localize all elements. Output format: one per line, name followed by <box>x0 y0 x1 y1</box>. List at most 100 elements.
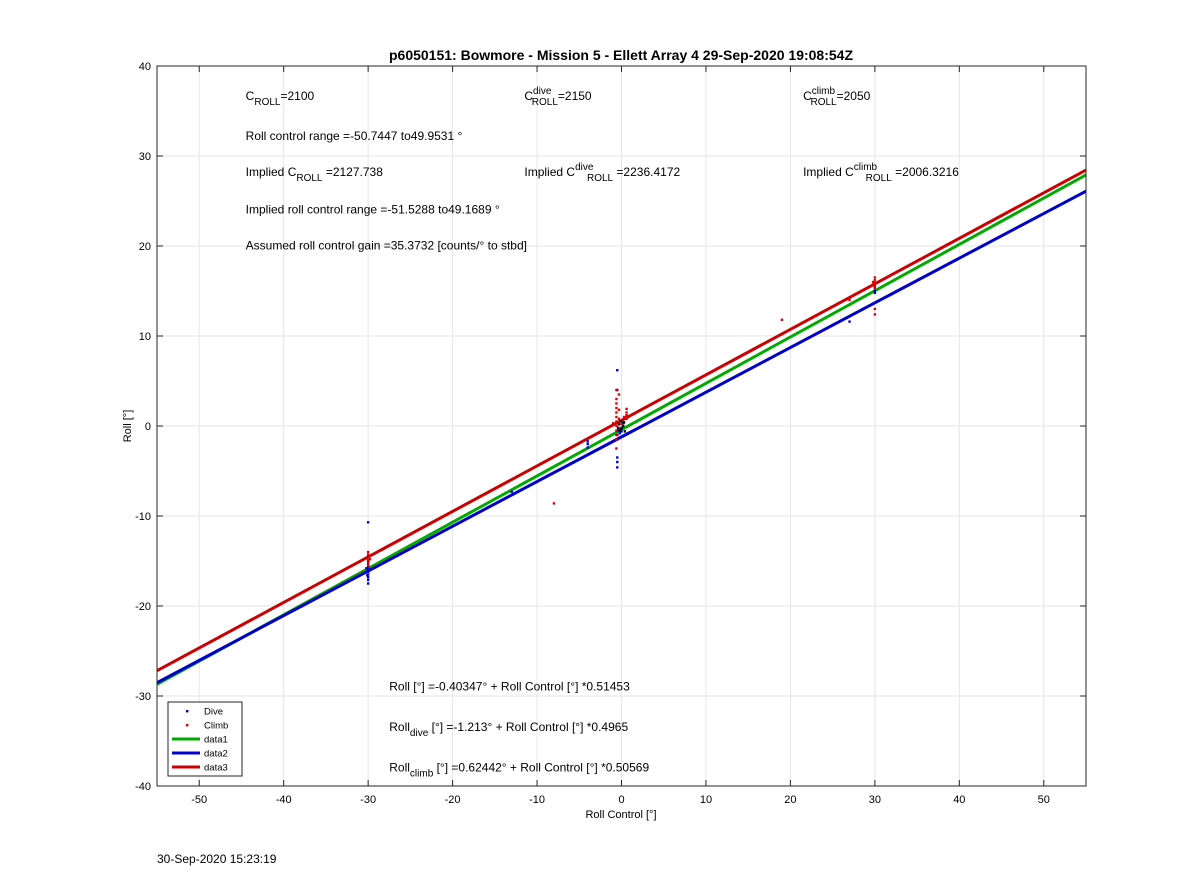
legend-marker <box>186 710 189 713</box>
point-dive <box>618 432 622 435</box>
point-center <box>617 423 621 426</box>
point-climb <box>625 417 628 420</box>
y-tick-label: 10 <box>139 331 151 343</box>
y-tick-label: 40 <box>139 61 151 73</box>
point-climb <box>615 402 618 405</box>
point-climb <box>873 279 877 282</box>
point-dive <box>365 567 368 570</box>
point-dive <box>366 521 370 524</box>
point-climb <box>366 564 370 567</box>
point-climb <box>552 502 556 505</box>
point-climb <box>615 429 618 432</box>
annotation-c-roll: CROLL=2100 <box>246 89 315 108</box>
annotation-implied-c-roll: Implied CROLL =2127.738 <box>246 165 384 184</box>
point-climb <box>366 550 370 554</box>
point-center <box>620 420 623 423</box>
data-points <box>365 276 877 585</box>
point-climb <box>873 284 877 287</box>
point-climb <box>873 276 877 279</box>
point-dive <box>586 442 589 446</box>
x-tick-label: -50 <box>191 794 207 806</box>
point-dive <box>586 440 589 443</box>
annotation-gain: Assumed roll control gain =35.3732 [coun… <box>246 239 527 253</box>
x-tick-label: -30 <box>360 794 376 806</box>
annotation-roll-control-range: Roll control range =-50.7447 to49.9531 ° <box>246 129 463 143</box>
point-climb <box>611 422 615 425</box>
point-climb <box>873 281 877 285</box>
point-dive <box>616 456 619 459</box>
y-tick-label: -20 <box>135 601 151 613</box>
annotation-c-roll-climb: Cclimb ROLL=2050 <box>803 86 871 108</box>
annotation-implied-range: Implied roll control range =-51.5288 to4… <box>246 203 500 217</box>
point-climb <box>615 438 618 441</box>
point-dive <box>366 582 370 585</box>
axis-ticks: -50 -40 -30 -20 -10 0 10 20 30 40 50 -40 -30 -20 -10 0 1… <box>135 61 1086 806</box>
point-climb <box>873 287 877 290</box>
point-climb <box>873 313 877 316</box>
point-dive <box>366 570 370 573</box>
point-climb <box>780 318 784 321</box>
annotation-fit-climb: Rollclimb [°] =0.62442° + Roll Control [… <box>389 761 649 780</box>
point-climb <box>615 388 618 392</box>
point-climb <box>617 408 621 411</box>
point-dive <box>616 466 619 469</box>
point-climb <box>848 298 851 302</box>
point-climb <box>366 558 370 562</box>
y-tick-label: 20 <box>139 241 151 253</box>
point-climb <box>617 393 621 396</box>
y-tick-label: 30 <box>139 151 151 163</box>
point-climb <box>622 415 626 419</box>
x-tick-label: -40 <box>276 794 292 806</box>
point-climb <box>615 415 618 419</box>
point-center <box>623 430 627 433</box>
x-tick-label: -10 <box>529 794 545 806</box>
annotation-implied-c-roll-climb: Implied Cclimb ROLL =2006.3216 <box>803 162 959 184</box>
point-climb <box>615 424 618 428</box>
x-tick-label: 20 <box>784 794 796 806</box>
point-climb <box>620 423 623 426</box>
legend-label: data1 <box>204 735 228 746</box>
point-dive <box>873 291 877 294</box>
x-tick-label: -20 <box>445 794 461 806</box>
point-climb <box>368 558 372 561</box>
point-dive <box>366 578 370 582</box>
point-center <box>618 429 622 432</box>
point-climb <box>615 447 618 450</box>
chart-title: p6050151: Bowmore - Mission 5 - Ellett A… <box>389 47 853 63</box>
legend-label: data2 <box>204 749 228 760</box>
legend: Dive Climb data1 data2 data3 <box>167 701 243 777</box>
footer-timestamp: 30-Sep-2020 15:23:19 <box>157 852 277 866</box>
point-climb <box>615 406 618 410</box>
y-tick-label: -10 <box>135 511 151 523</box>
point-dive <box>366 576 370 579</box>
point-center <box>620 427 623 430</box>
x-tick-label: 50 <box>1038 794 1050 806</box>
point-dive <box>616 369 619 372</box>
point-climb <box>615 397 618 401</box>
annotation-c-roll-dive: Cdive ROLL=2150 <box>524 86 592 108</box>
y-axis-label: Roll [°] <box>122 410 134 443</box>
point-climb <box>871 280 875 284</box>
x-tick-label: 10 <box>700 794 712 806</box>
point-climb <box>615 420 618 423</box>
x-tick-label: 30 <box>869 794 881 806</box>
y-tick-label: -40 <box>135 781 151 793</box>
point-climb <box>366 553 370 556</box>
y-tick-label: -30 <box>135 691 151 703</box>
point-climb <box>625 414 628 417</box>
point-dive <box>368 568 372 572</box>
point-dive <box>366 574 369 577</box>
point-dive <box>620 435 623 438</box>
point-dive <box>586 446 589 449</box>
point-climb <box>366 561 370 564</box>
annotation-implied-c-roll-dive: Implied Cdive ROLL =2236.4172 <box>524 162 680 184</box>
point-climb <box>625 407 628 411</box>
y-tick-label: 0 <box>145 421 151 433</box>
x-tick-label: 0 <box>618 794 624 806</box>
legend-label: Climb <box>204 721 228 732</box>
point-dive <box>620 430 623 433</box>
legend-marker <box>186 724 189 727</box>
point-climb <box>615 433 618 437</box>
annotation-fit-all: Roll [°] =-0.40347° + Roll Control [°] *… <box>389 680 630 694</box>
